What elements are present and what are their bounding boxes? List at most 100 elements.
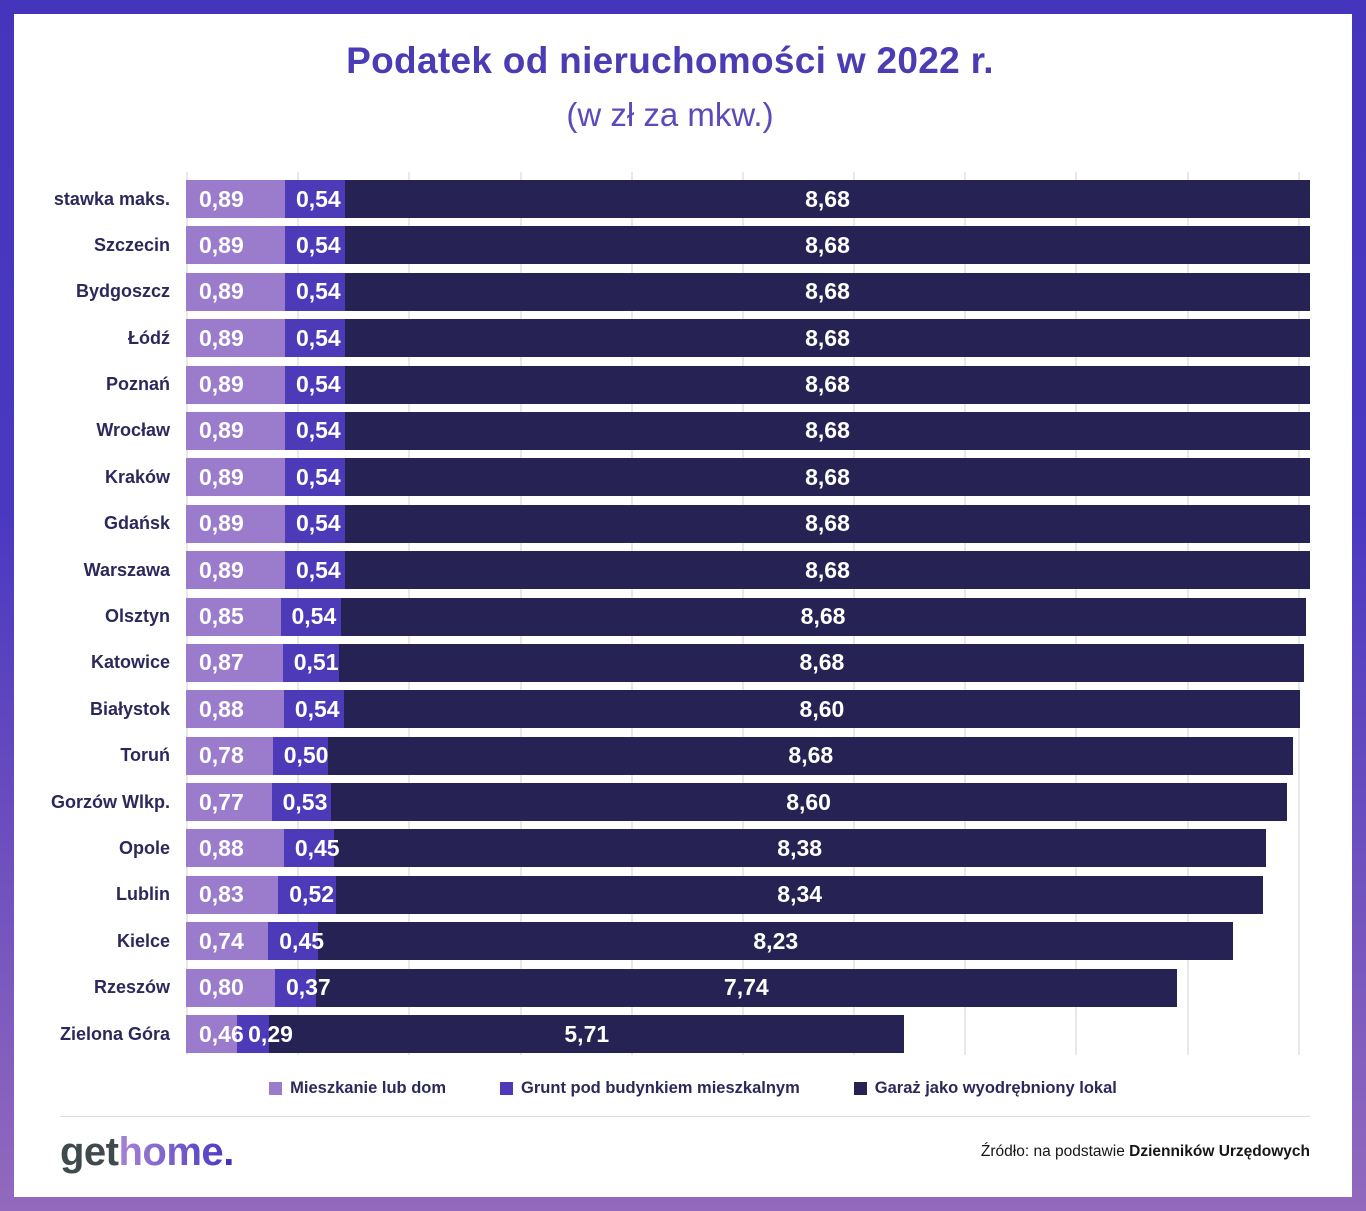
bar-segment-2: 0,54 (284, 365, 345, 404)
legend-label: Grunt pod budynkiem mieszkalnym (521, 1079, 800, 1098)
bar-row: Warszawa 0,89 0,54 8,68 (30, 551, 1310, 590)
category-label: Wrocław (96, 420, 170, 441)
bar-segment-2: 0,29 (237, 1015, 293, 1054)
bar-row: Rzeszów 0,80 0,37 7,74 (30, 968, 1310, 1007)
bar-chart: stawka maks. 0,89 0,54 8,68 Szczecin 0,89 0,54… (30, 172, 1310, 1056)
bar-segment-3: 8,60 (343, 690, 1300, 729)
page-subtitle: (w zł za mkw.) (566, 96, 774, 133)
bar-segment-2: 0,37 (274, 968, 331, 1007)
value-label: 0,54 (295, 278, 341, 305)
category-label: Warszawa (83, 559, 170, 580)
bar-row: Kraków 0,89 0,54 8,68 (30, 458, 1310, 497)
category-label: Lublin (116, 884, 170, 905)
value-label: 8,68 (805, 463, 850, 490)
bar-segment-3: 8,68 (344, 319, 1310, 358)
value-label: 0,89 (199, 231, 244, 258)
bar-segment-3: 5,71 (269, 1015, 905, 1054)
category-label: Bydgoszcz (75, 281, 170, 302)
value-label: 8,60 (799, 695, 845, 722)
bar-segment-1: 0,85 (186, 597, 281, 636)
bar-segment-2: 0,52 (278, 875, 337, 914)
bar-track: 0,77 0,53 8,60 (186, 783, 1310, 822)
value-label: 0,89 (199, 463, 244, 490)
value-label: 7,74 (723, 974, 769, 1001)
category-label: Białystok (89, 698, 170, 719)
bar-track: 0,89 0,54 8,68 (186, 365, 1310, 404)
bar-track: 0,89 0,54 8,68 (186, 319, 1310, 358)
value-label: 0,89 (199, 278, 244, 305)
bar-segment-3: 8,68 (344, 272, 1310, 311)
source-prefix: Źródło: na podstawie (980, 1143, 1130, 1161)
value-label: 8,68 (805, 324, 850, 351)
bar-segment-3: 8,68 (339, 643, 1305, 682)
value-label: 0,87 (199, 649, 244, 676)
legend-swatch-icon (853, 1082, 867, 1096)
bar-track: 0,78 0,50 8,68 (186, 736, 1310, 775)
bar-segment-1: 0,89 (186, 272, 285, 311)
footer-divider (60, 1116, 1310, 1118)
bar-segment-3: 8,68 (344, 504, 1310, 543)
value-label: 0,46 (199, 1020, 244, 1047)
bar-track: 0,83 0,52 8,34 (186, 875, 1310, 914)
bar-segment-3: 8,60 (330, 783, 1287, 822)
legend-label: Mieszkanie lub dom (290, 1079, 447, 1098)
value-label: 0,89 (199, 185, 244, 212)
value-label: 0,54 (295, 371, 341, 398)
bar-track: 0,89 0,54 8,68 (186, 458, 1310, 497)
category-label: Katowice (90, 652, 170, 673)
bar-segment-3: 8,68 (344, 180, 1310, 218)
bar-segment-3: 8,34 (336, 875, 1264, 914)
value-label: 0,52 (289, 881, 335, 908)
value-label: 0,54 (295, 463, 341, 490)
value-label: 0,89 (199, 324, 244, 351)
page-title: Podatek od nieruchomości w 2022 r. (346, 40, 994, 81)
bar-row: Olsztyn 0,85 0,54 8,68 (30, 597, 1310, 636)
value-label: 0,74 (199, 927, 244, 954)
bar-segment-2: 0,54 (284, 504, 345, 543)
value-label: 5,71 (564, 1020, 610, 1047)
value-label: 0,53 (282, 788, 328, 815)
bar-segment-2: 0,50 (272, 736, 328, 775)
bar-segment-3: 8,68 (344, 458, 1310, 497)
source-note: Źródło: na podstawie Dzienników Urzędowy… (981, 1143, 1310, 1161)
category-label: Gorzów Wlkp. (51, 791, 170, 812)
bar-segment-2: 0,54 (283, 690, 344, 729)
legend-swatch-icon (269, 1082, 283, 1096)
bar-segment-1: 0,88 (186, 829, 284, 868)
bar-segment-3: 8,68 (344, 551, 1310, 590)
bar-segment-3: 8,23 (318, 922, 1234, 961)
bar-segment-1: 0,88 (186, 690, 284, 729)
bar-segment-3: 8,68 (344, 365, 1310, 404)
bar-segment-3: 8,68 (340, 597, 1306, 636)
bar-track: 0,74 0,45 8,23 (186, 922, 1310, 961)
bar-row: Gdańsk 0,89 0,54 8,68 (30, 504, 1310, 543)
bar-track: 0,87 0,51 8,68 (186, 643, 1310, 682)
logo-get-text: get (60, 1129, 119, 1174)
category-label: Gdańsk (103, 513, 170, 534)
bar-row: Łódź 0,89 0,54 8,68 (30, 319, 1310, 358)
legend-item: Garaż jako wyodrębniony lokal (853, 1079, 1117, 1098)
infographic-card: Podatek od nieruchomości w 2022 r. (w zł… (14, 14, 1352, 1197)
bar-row: Bydgoszcz 0,89 0,54 8,68 (30, 272, 1310, 311)
value-label: 8,60 (786, 788, 831, 815)
value-label: 0,88 (199, 695, 244, 722)
bar-segment-1: 0,89 (186, 458, 285, 497)
logo-home-text: home (118, 1129, 224, 1174)
bar-segment-2: 0,54 (284, 272, 345, 311)
bar-track: 0,88 0,54 8,60 (186, 690, 1310, 729)
category-label: Olsztyn (104, 606, 170, 627)
bar-row: Kielce 0,74 0,45 8,23 (30, 922, 1310, 961)
bar-segment-2: 0,54 (284, 458, 345, 497)
value-label: 0,54 (295, 417, 341, 444)
bar-row: Białystok 0,88 0,54 8,60 (30, 690, 1310, 729)
bar-track: 0,80 0,37 7,74 (186, 968, 1310, 1007)
value-label: 0,89 (199, 510, 244, 537)
value-label: 8,68 (805, 185, 850, 212)
value-label: 0,45 (294, 834, 340, 861)
value-label: 8,68 (805, 371, 850, 398)
bar-segment-1: 0,89 (186, 504, 285, 543)
bar-segment-3: 7,74 (316, 968, 1177, 1007)
bar-segment-2: 0,54 (284, 226, 345, 265)
value-label: 0,83 (199, 881, 244, 908)
bar-segment-1: 0,89 (186, 411, 285, 450)
